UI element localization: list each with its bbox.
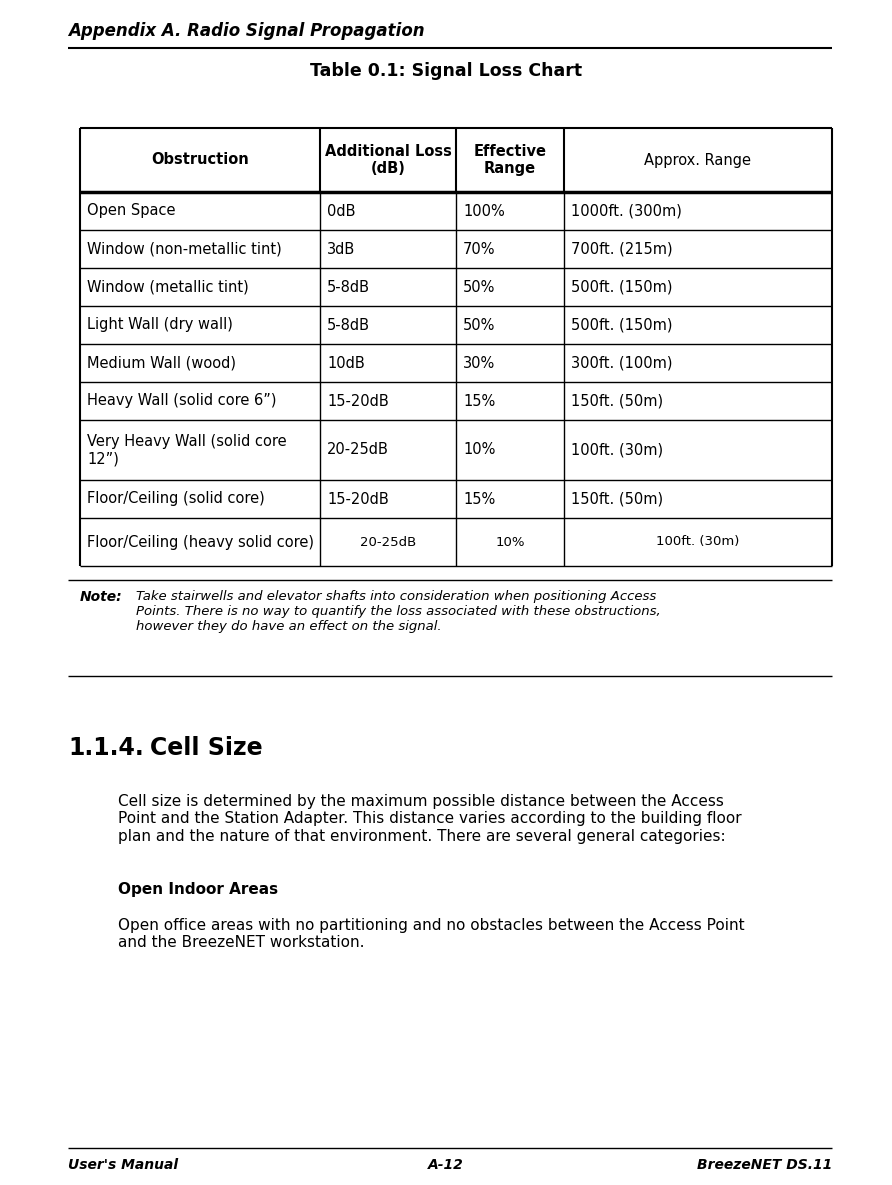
Text: Window (non-metallic tint): Window (non-metallic tint) — [87, 242, 282, 256]
Text: Open Space: Open Space — [87, 204, 176, 218]
Text: 50%: 50% — [463, 318, 495, 333]
Text: Floor/Ceiling (heavy solid core): Floor/Ceiling (heavy solid core) — [87, 534, 314, 550]
Text: 150ft. (50m): 150ft. (50m) — [571, 393, 663, 409]
Text: Effective
Range: Effective Range — [474, 143, 547, 177]
Text: Window (metallic tint): Window (metallic tint) — [87, 280, 249, 295]
Text: Very Heavy Wall (solid core
12”): Very Heavy Wall (solid core 12”) — [87, 434, 286, 466]
Text: Note:: Note: — [80, 590, 122, 604]
Text: Cell Size: Cell Size — [150, 736, 262, 760]
Text: 500ft. (150m): 500ft. (150m) — [571, 318, 673, 333]
Text: 0dB: 0dB — [327, 204, 356, 218]
Text: 50%: 50% — [463, 280, 495, 295]
Text: 15-20dB: 15-20dB — [327, 393, 389, 409]
Text: Appendix A. Radio Signal Propagation: Appendix A. Radio Signal Propagation — [68, 23, 425, 40]
Text: Obstruction: Obstruction — [151, 153, 249, 167]
Text: 150ft. (50m): 150ft. (50m) — [571, 492, 663, 506]
Text: Take stairwells and elevator shafts into consideration when positioning Access
P: Take stairwells and elevator shafts into… — [136, 590, 661, 633]
Text: 70%: 70% — [463, 242, 495, 256]
Text: Light Wall (dry wall): Light Wall (dry wall) — [87, 318, 233, 333]
Text: Additional Loss
(dB): Additional Loss (dB) — [325, 143, 451, 177]
Text: BreezeNET DS.11: BreezeNET DS.11 — [697, 1158, 832, 1172]
Text: 20-25dB: 20-25dB — [359, 536, 417, 549]
Text: 5-8dB: 5-8dB — [327, 280, 370, 295]
Text: Open Indoor Areas: Open Indoor Areas — [118, 882, 278, 897]
Text: 30%: 30% — [463, 356, 495, 371]
Text: 100%: 100% — [463, 204, 505, 218]
Text: Heavy Wall (solid core 6”): Heavy Wall (solid core 6”) — [87, 393, 277, 409]
Text: 10dB: 10dB — [327, 356, 365, 371]
Text: Table 0.1: Signal Loss Chart: Table 0.1: Signal Loss Chart — [310, 62, 582, 81]
Text: A-12: A-12 — [428, 1158, 464, 1172]
Text: 1000ft. (300m): 1000ft. (300m) — [571, 204, 681, 218]
Text: 15-20dB: 15-20dB — [327, 492, 389, 506]
Text: 10%: 10% — [463, 442, 495, 457]
Text: 3dB: 3dB — [327, 242, 355, 256]
Text: Approx. Range: Approx. Range — [645, 153, 751, 167]
Text: 100ft. (30m): 100ft. (30m) — [657, 536, 739, 549]
Text: 700ft. (215m): 700ft. (215m) — [571, 242, 673, 256]
Text: 5-8dB: 5-8dB — [327, 318, 370, 333]
Text: Open office areas with no partitioning and no obstacles between the Access Point: Open office areas with no partitioning a… — [118, 918, 745, 950]
Text: 10%: 10% — [495, 536, 524, 549]
Text: 100ft. (30m): 100ft. (30m) — [571, 442, 663, 457]
Text: Cell size is determined by the maximum possible distance between the Access
Poin: Cell size is determined by the maximum p… — [118, 794, 741, 844]
Text: 500ft. (150m): 500ft. (150m) — [571, 280, 673, 295]
Text: User's Manual: User's Manual — [68, 1158, 178, 1172]
Text: 1.1.4.: 1.1.4. — [68, 736, 144, 760]
Text: 300ft. (100m): 300ft. (100m) — [571, 356, 673, 371]
Text: 20-25dB: 20-25dB — [327, 442, 389, 457]
Text: Floor/Ceiling (solid core): Floor/Ceiling (solid core) — [87, 492, 265, 506]
Text: Medium Wall (wood): Medium Wall (wood) — [87, 356, 236, 371]
Text: 15%: 15% — [463, 393, 495, 409]
Text: 15%: 15% — [463, 492, 495, 506]
